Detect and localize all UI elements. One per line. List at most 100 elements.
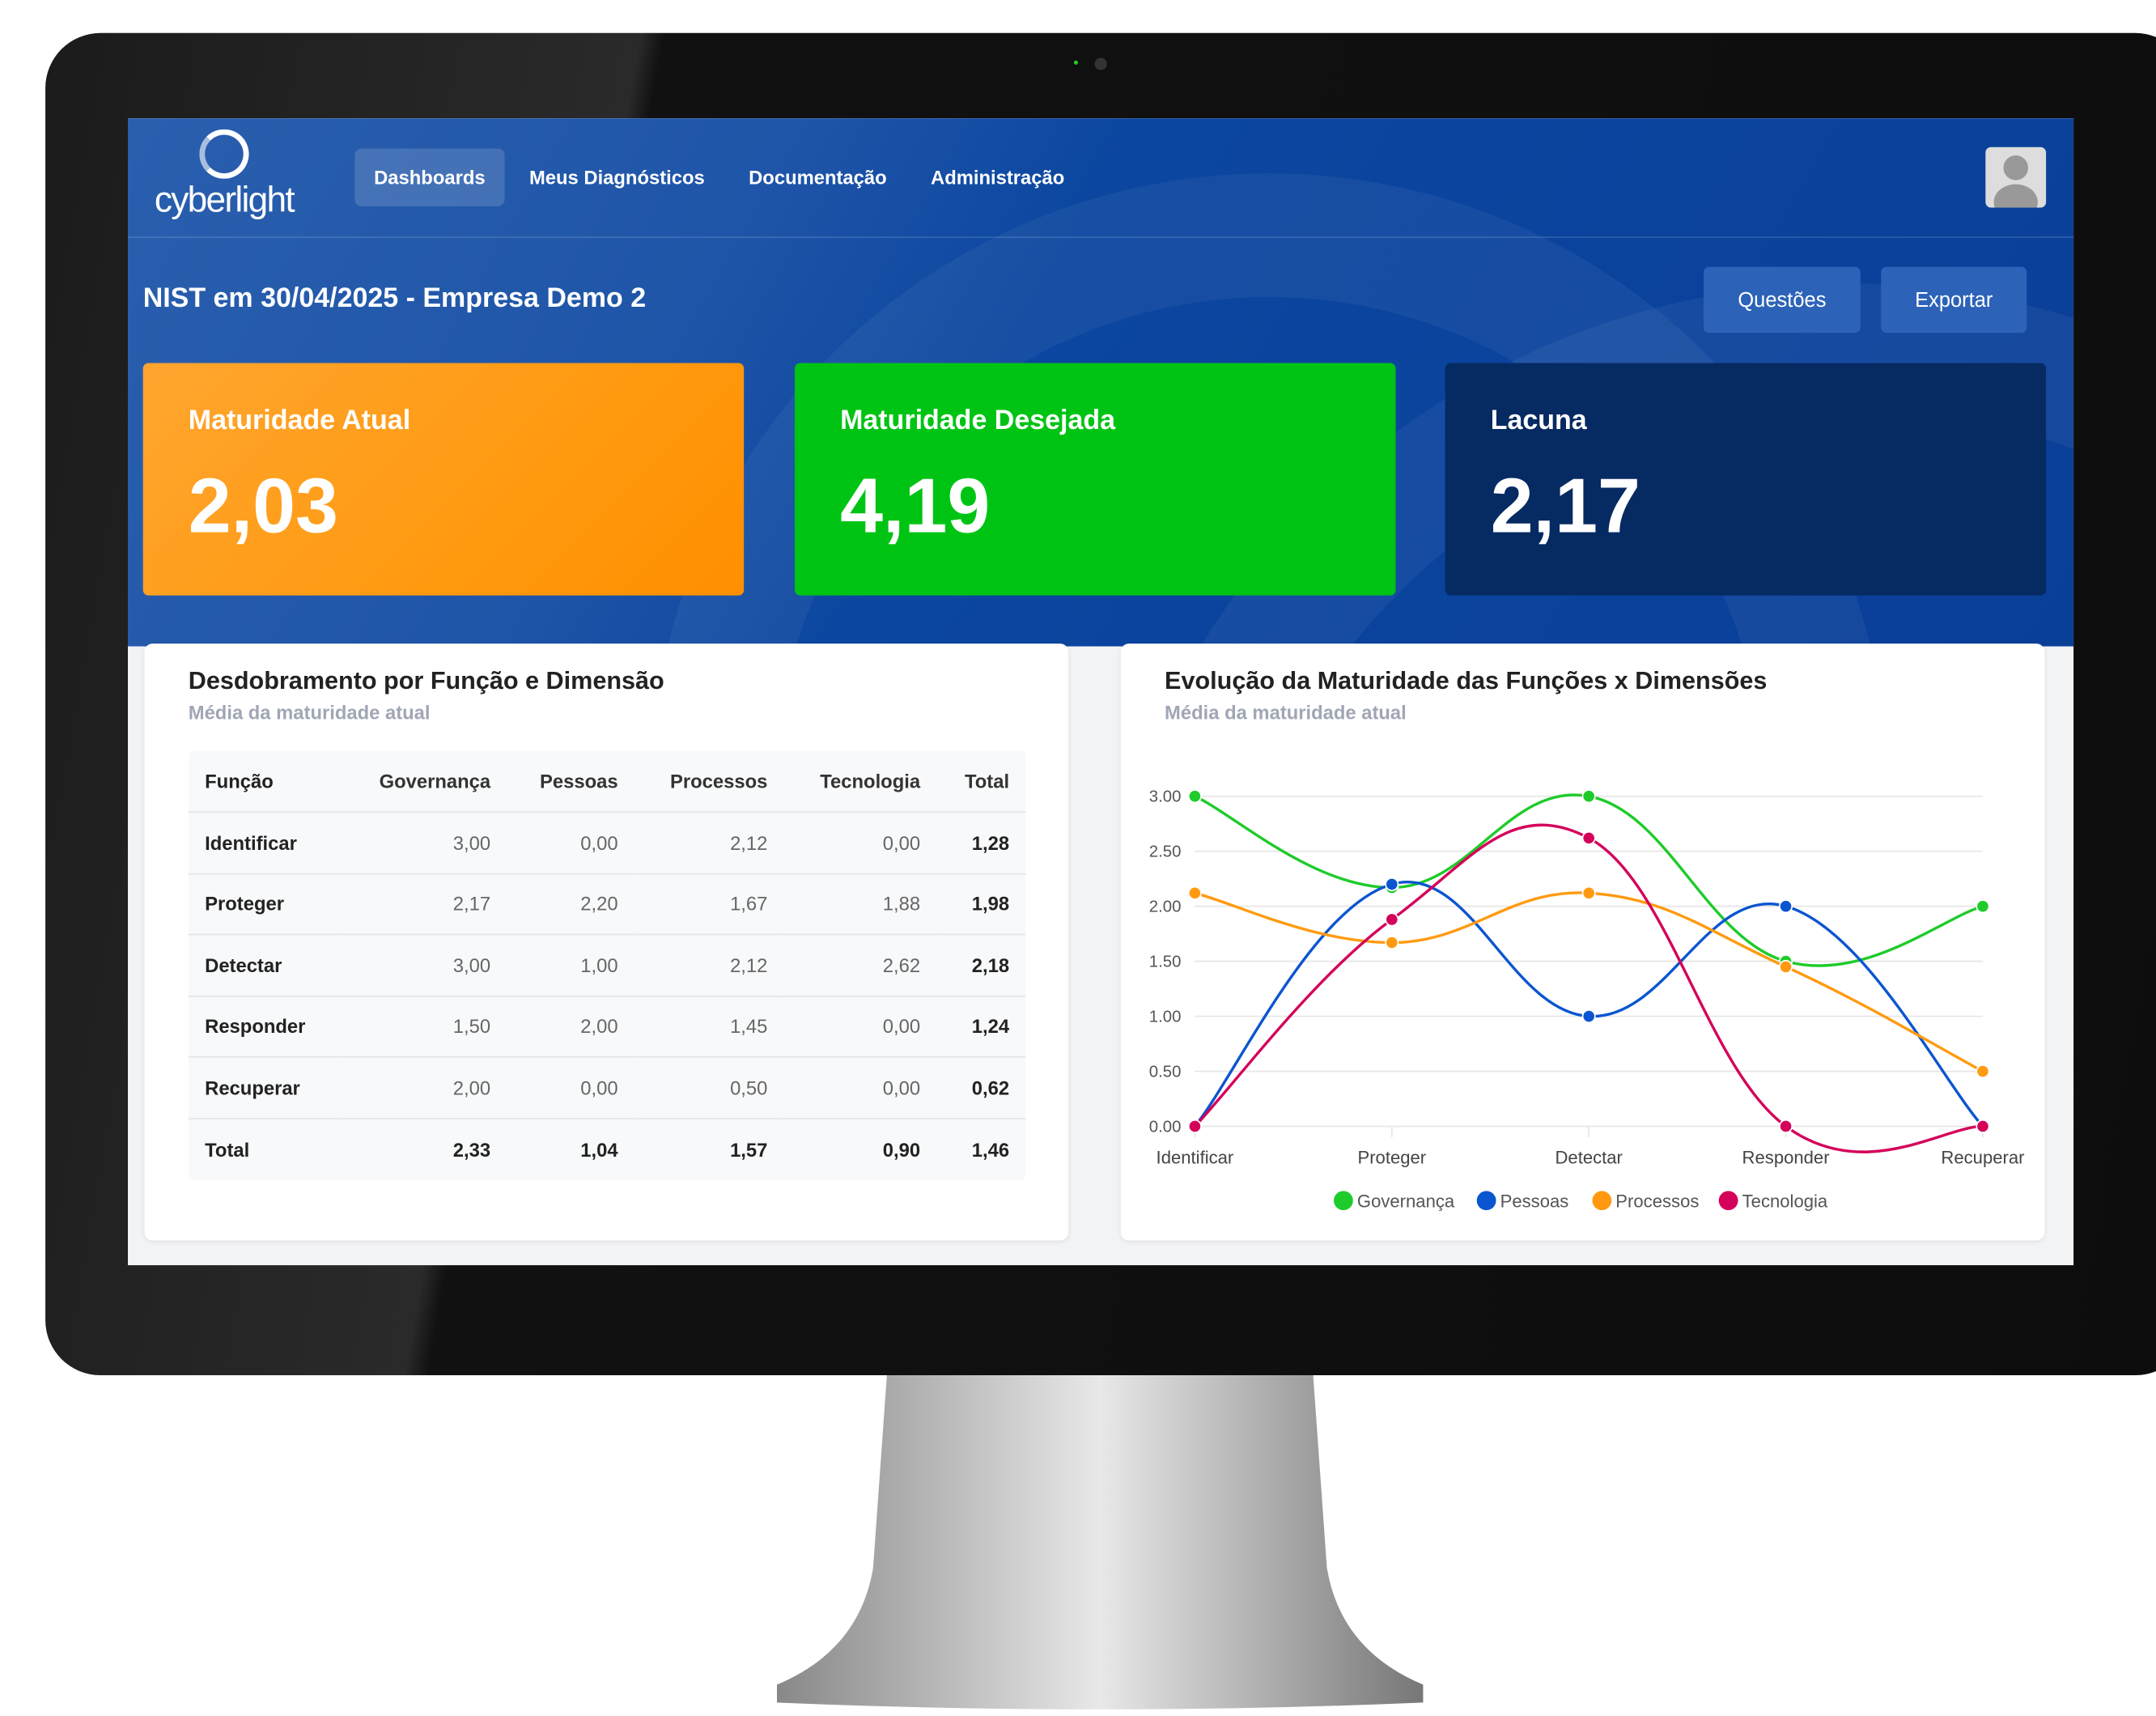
data-point [1581,789,1596,804]
card-label: Maturidade Desejada [840,406,1116,436]
maturity-table: Função Governança Pessoas Processos Tecnolog… [188,750,1026,1179]
table-cell: Proteger [188,873,342,936]
x-tick-label: Recuperar [1941,1147,2024,1167]
table-cell: 0,90 [882,1137,921,1161]
table-cell: 1,00 [507,934,634,996]
monitor-stand [776,1375,1424,1710]
card-label: Maturidade Atual [188,406,411,436]
table-cell: 1,24 [936,996,1026,1058]
table-cell: 2,12 [634,812,784,874]
column-header: Pessoas [507,750,634,813]
table-cell: 1,88 [783,873,937,936]
table-panel: Desdobramento por Função e Dimensão Médi… [144,644,1069,1241]
data-point [1187,1119,1202,1133]
table-cell: 1,04 [580,1137,618,1161]
data-point [1779,1119,1793,1133]
panel-title: Evolução da Maturidade das Funções x Dim… [1165,667,1768,694]
table-cell: 2,12 [634,934,784,996]
data-point [1385,912,1399,927]
nav-documentacao[interactable]: Documentação [749,166,887,189]
card-maturidade-desejada: Maturidade Desejada 4,19 [795,363,1396,596]
legend-marker [1592,1191,1612,1211]
data-point [1581,886,1596,900]
table-cell: Identificar [188,812,342,874]
column-header: Total [936,750,1026,813]
table-cell: 1,28 [936,812,1026,874]
nav-meus-diagnosticos[interactable]: Meus Diagnósticos [528,166,705,189]
table-cell: 2,17 [342,873,507,936]
table-cell: Responder [188,996,342,1058]
card-value: 4,19 [840,461,991,549]
table-row: Detectar 3,00 1,00 2,12 2,62 2,18 [188,934,1026,996]
table-cell: Total [205,1137,250,1161]
table-cell: 2,00 [507,996,634,1058]
table-cell: 2,20 [507,873,634,936]
data-point [1187,789,1202,804]
line-chart: 0.00 0.50 1.00 1.50 2.00 2.50 3.00 Identificar P… [1149,788,2025,1212]
legend-label: Tecnologia [1742,1191,1828,1212]
legend-marker [1476,1191,1496,1211]
table-cell: 0,62 [936,1056,1026,1119]
x-tick-label: Proteger [1357,1147,1426,1167]
table-cell: 1,46 [971,1137,1010,1161]
table-cell: 3,00 [342,812,507,874]
column-header: Tecnologia [783,750,937,813]
header-banner: cyberlight Dashboards Meus Diagnósticos … [128,118,2074,647]
top-navbar: cyberlight Dashboards Meus Diagnósticos … [128,118,2074,238]
data-point [1976,1064,1990,1079]
nav-dashboards[interactable]: Dashboards [354,148,505,206]
logo-ring-icon [199,129,249,179]
table-cell: Recuperar [188,1056,342,1119]
data-point [1385,935,1399,949]
card-maturidade-atual: Maturidade Atual 2,03 [142,363,745,596]
series-line-tecnologia [1194,823,1983,1153]
nav-administracao[interactable]: Administração [931,166,1065,189]
power-led [1073,60,1079,65]
table-cell: 0,00 [507,812,634,874]
data-point [1779,899,1793,914]
table-cell: 2,18 [936,934,1026,996]
export-button[interactable]: Exportar [1881,266,2027,333]
y-tick-label: 2.00 [1149,898,1182,915]
series-line-governança [1194,793,1984,967]
table-cell: 2,00 [342,1056,507,1119]
y-tick-label: 3.00 [1149,788,1182,806]
y-tick-label: 2.50 [1149,843,1182,860]
chart-panel: Evolução da Maturidade das Funções x Dim… [1120,644,2045,1241]
table-cell: 2,62 [783,934,937,996]
table-cell: 1,98 [936,873,1026,936]
y-tick-label: 1.00 [1149,1008,1182,1026]
table-row: Identificar 3,00 0,00 2,12 0,00 1,28 [188,812,1026,874]
table-cell: 1,45 [634,996,784,1058]
column-header: Função [188,750,342,813]
legend-label: Governança [1357,1191,1455,1212]
table-cell: 0,00 [783,996,937,1058]
data-point [1581,830,1596,845]
panel-title: Desdobramento por Função e Dimensão [188,667,664,694]
table-cell: 0,00 [783,1056,937,1119]
table-cell: 3,00 [342,934,507,996]
table-cell: Detectar [188,934,342,996]
table-cell: 1,67 [634,873,784,936]
legend-marker [1334,1191,1353,1211]
questions-button[interactable]: Questões [1704,266,1861,333]
page-title: NIST em 30/04/2025 - Empresa Demo 2 [142,282,647,314]
legend-label: Processos [1615,1191,1699,1212]
legend-marker [1718,1191,1738,1211]
table-cell: 1,50 [342,996,507,1058]
table-cell: 2,33 [452,1137,491,1161]
table-cell: 1,57 [730,1137,768,1161]
column-header: Governança [342,750,507,813]
series-line-processos [1195,891,1984,1073]
y-tick-label: 0.50 [1149,1063,1182,1081]
card-value: 2,17 [1490,461,1640,549]
panel-subtitle: Média da maturidade atual [188,701,431,724]
logo[interactable]: cyberlight [142,129,307,220]
card-value: 2,03 [188,461,338,549]
table-row: Total 2,33 1,04 1,57 0,90 1,46 [189,1118,1026,1179]
y-tick-label: 0.00 [1149,1118,1182,1136]
table-cell: 0,00 [783,812,937,874]
data-point [1581,1009,1596,1024]
legend-label: Pessoas [1500,1191,1569,1212]
user-avatar-icon[interactable] [1985,147,2047,208]
